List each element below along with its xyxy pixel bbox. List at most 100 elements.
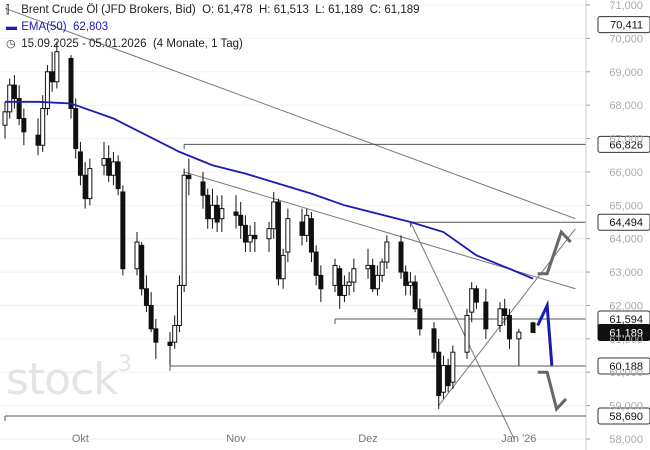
ohlc-o: 61,478 [217, 4, 253, 16]
candle-body [398, 241, 404, 273]
y-tick-label: 65,000 [609, 200, 643, 212]
candle-body [379, 261, 385, 276]
candle-body [209, 204, 215, 220]
y-tick-label: 71,000 [609, 0, 643, 12]
candle-body [205, 194, 211, 220]
candle-body [233, 211, 239, 216]
candle-body [436, 351, 442, 397]
candle-body [11, 84, 17, 99]
ohlc-c: 61,189 [384, 4, 420, 16]
candle-body [313, 251, 319, 276]
y-tick-label: 69,000 [609, 67, 643, 79]
candle-body [73, 107, 79, 150]
candle-body [506, 314, 512, 340]
watermark-text: stock [6, 354, 119, 405]
candle-body [403, 271, 409, 286]
y-tick-label: 62,000 [609, 300, 643, 312]
price-grid [0, 4, 586, 440]
price-tag [597, 357, 650, 375]
ema-value: 62,803 [72, 21, 109, 33]
price-tag-label: 66,826 [609, 139, 643, 151]
price-tag [597, 407, 650, 425]
price-tag [597, 135, 650, 153]
level-lines: 70,411 66,826 64,494 61,594 61,189 60,188 58,6… [4, 16, 650, 425]
ema-swatch-icon: ▬ [6, 21, 17, 33]
candle-body [530, 322, 536, 334]
trendline [409, 221, 515, 440]
x-tick-label: Nov [226, 433, 246, 445]
y-tick-label: 58,000 [609, 434, 643, 446]
x-tick-label: Dez [358, 433, 378, 445]
price-tag [597, 16, 650, 34]
candle-body [87, 168, 93, 200]
candles-icon: ⫿ [6, 4, 10, 16]
ema-line [5, 100, 534, 280]
y-tick-label: 63,000 [609, 267, 643, 279]
scenario-arrows [536, 229, 572, 412]
candle-body [440, 365, 446, 393]
candle-body [238, 214, 244, 226]
candle-body [275, 201, 281, 280]
candle-body [516, 331, 522, 340]
ohlc-l-label: L: [315, 4, 325, 16]
price-tag-label: 61,189 [609, 328, 643, 340]
candle-body [54, 51, 60, 83]
candle-body [186, 174, 192, 180]
candle-body [200, 181, 206, 196]
scenario-arrow [537, 229, 572, 276]
candle-body [304, 214, 310, 236]
y-tick-label: 70,000 [609, 33, 643, 45]
candle-body [106, 158, 112, 176]
candle-body [483, 301, 489, 330]
candle-body [21, 118, 27, 133]
candle-body [44, 71, 50, 109]
candle-body [308, 218, 314, 253]
candle-body [365, 264, 371, 270]
time-axis: Okt Nov Dez Jan '26 [72, 433, 537, 445]
candle-body [407, 281, 413, 286]
date-range-detail: (4 Monate, 1 Tag) [152, 38, 243, 50]
candle-body [346, 281, 352, 286]
y-tick-label: 61,000 [609, 334, 643, 346]
candle-body [172, 324, 178, 343]
ohlc-h-label: H: [258, 4, 271, 16]
candle-body [370, 264, 376, 290]
y-tick-label: 59,000 [609, 401, 643, 413]
price-tag [597, 324, 650, 342]
candle-body [299, 221, 305, 236]
candle-body [40, 107, 46, 146]
y-tick-label: 67,000 [609, 134, 643, 146]
candle-body [7, 84, 13, 113]
instrument-title: Brent Crude Öl (JFD Brokers, Bid) [21, 4, 196, 16]
candle-body [412, 281, 418, 310]
candle-body [120, 191, 126, 270]
candle-body [219, 208, 225, 220]
candle-body [2, 111, 8, 126]
y-tick-label: 64,000 [609, 234, 643, 246]
candle-body [497, 308, 503, 326]
clock-icon: ◷ [6, 38, 16, 50]
scenario-arrow [537, 370, 568, 412]
candle-body [417, 308, 423, 330]
price-axis: 58,000 59,000 60,000 61,000 62,000 63,000 64,0… [585, 0, 643, 450]
ema-legend[interactable]: ▬ EMA(50) 62,803 [6, 21, 108, 33]
price-tag-label: 64,494 [609, 217, 643, 229]
candle-body [82, 174, 88, 200]
candle-body [341, 284, 347, 296]
candle-body [285, 218, 291, 253]
candle-body [502, 308, 508, 316]
ohlc-o-label: O: [202, 4, 215, 16]
price-tag-label: 60,188 [609, 361, 643, 373]
candle-body [384, 241, 390, 263]
watermark-sup: 3 [117, 352, 132, 377]
candle-body [445, 365, 451, 387]
candle-body [134, 241, 140, 270]
candle-body [68, 57, 74, 109]
candle-body [153, 328, 159, 343]
trendline [4, 7, 576, 220]
candle-body [143, 288, 149, 306]
candlesticks [2, 41, 536, 409]
candle-body [242, 224, 248, 243]
candle-body [110, 161, 116, 176]
